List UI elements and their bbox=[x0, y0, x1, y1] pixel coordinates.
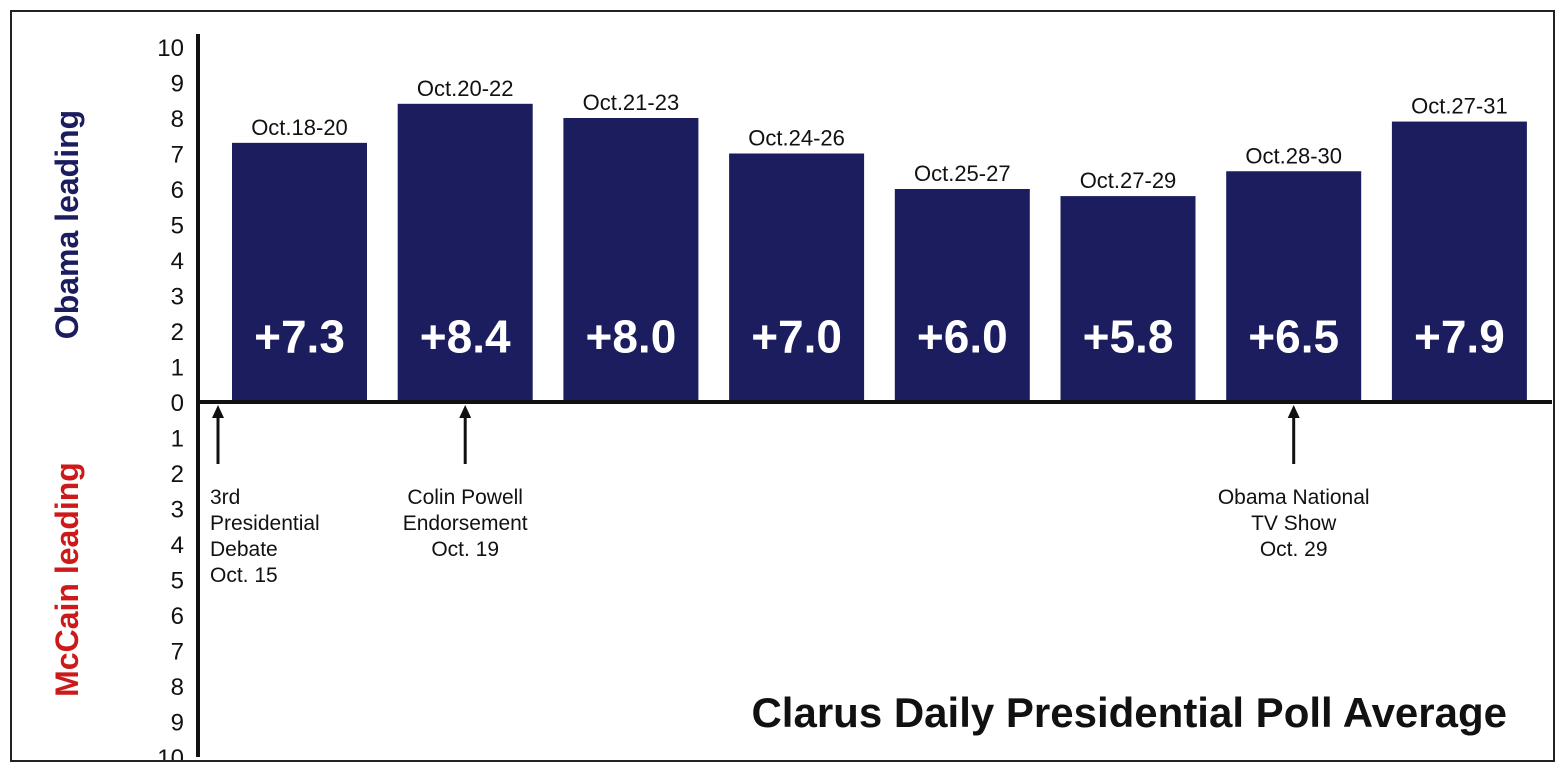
bar bbox=[894, 189, 1030, 402]
annotation-text: Oct. 29 bbox=[1260, 538, 1328, 561]
annotation-text: Presidential bbox=[210, 512, 320, 535]
annotation-text: 3rd bbox=[210, 486, 240, 509]
y-tick-label: 1 bbox=[171, 355, 184, 382]
y-tick-label: 8 bbox=[171, 106, 184, 133]
y-tick-label: 7 bbox=[171, 142, 184, 169]
category-label: Oct.27-29 bbox=[1080, 168, 1177, 193]
y-tick-label: 4 bbox=[171, 248, 184, 275]
category-label: Oct.25-27 bbox=[914, 161, 1011, 186]
annotation-arrowhead bbox=[1287, 405, 1300, 418]
annotation-text: Obama National bbox=[1218, 486, 1370, 509]
value-label: +6.0 bbox=[917, 310, 1008, 362]
y-tick-label: 0 bbox=[171, 390, 184, 417]
y-tick-label: 6 bbox=[171, 603, 184, 630]
bar bbox=[1060, 196, 1196, 402]
chart-title: Clarus Daily Presidential Poll Average bbox=[751, 689, 1507, 736]
y-tick-label: 10 bbox=[157, 745, 184, 760]
bar bbox=[232, 142, 367, 402]
category-label: Oct.21-23 bbox=[583, 90, 680, 115]
y-tick-label: 8 bbox=[171, 674, 184, 701]
annotation-text: Endorsement bbox=[403, 512, 528, 535]
mccain-leading-label: McCain leading bbox=[49, 462, 85, 697]
y-tick-label: 5 bbox=[171, 568, 184, 595]
annotation-arrowhead bbox=[459, 405, 472, 418]
value-label: +8.4 bbox=[420, 310, 511, 362]
category-label: Oct.27-31 bbox=[1411, 94, 1508, 119]
y-tick-label: 1 bbox=[171, 426, 184, 453]
y-tick-label: 3 bbox=[171, 497, 184, 524]
value-label: +7.0 bbox=[751, 310, 842, 362]
value-label: +6.5 bbox=[1248, 310, 1339, 362]
chart-frame: Obama leading McCain leading 10 9 8 7 6 5 4 3 2 1 0… bbox=[10, 10, 1555, 762]
category-label: Oct.28-30 bbox=[1245, 143, 1342, 168]
annotation-text: TV Show bbox=[1251, 512, 1337, 535]
y-tick-label: 7 bbox=[171, 639, 184, 666]
y-tick-label: 9 bbox=[171, 71, 184, 98]
y-tick-label: 2 bbox=[171, 319, 184, 346]
y-tick-label: 2 bbox=[171, 461, 184, 488]
category-label: Oct.18-20 bbox=[251, 115, 348, 140]
value-label: +7.3 bbox=[254, 310, 345, 362]
y-tick-label: 4 bbox=[171, 532, 184, 559]
bar bbox=[563, 118, 699, 402]
y-tick-label: 3 bbox=[171, 284, 184, 311]
annotation-text: Debate bbox=[210, 538, 278, 561]
y-tick-label: 9 bbox=[171, 710, 184, 737]
category-label: Oct.20-22 bbox=[417, 76, 514, 101]
bar bbox=[729, 153, 865, 402]
bar bbox=[1226, 171, 1362, 402]
y-tick-label: 6 bbox=[171, 177, 184, 204]
value-label: +7.9 bbox=[1414, 310, 1505, 362]
annotation-arrowhead bbox=[212, 405, 224, 418]
obama-leading-label: Obama leading bbox=[49, 110, 85, 339]
y-tick-label: 5 bbox=[171, 213, 184, 240]
value-label: +8.0 bbox=[585, 310, 676, 362]
category-label: Oct.24-26 bbox=[748, 126, 845, 151]
y-tick-label: 10 bbox=[157, 35, 184, 62]
bar bbox=[397, 103, 533, 403]
bar bbox=[1391, 121, 1527, 403]
value-label: +5.8 bbox=[1083, 310, 1174, 362]
annotation-text: Oct. 19 bbox=[431, 538, 499, 561]
annotation-text: Colin Powell bbox=[407, 486, 523, 509]
annotation-text: Oct. 15 bbox=[210, 564, 278, 587]
